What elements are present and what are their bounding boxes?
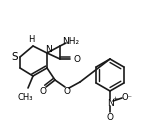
Text: N: N — [107, 99, 113, 107]
Text: O: O — [74, 54, 81, 64]
Text: +: + — [112, 96, 118, 100]
Text: O: O — [64, 88, 71, 97]
Text: H: H — [28, 36, 34, 44]
Text: S: S — [12, 52, 18, 62]
Text: NH₂: NH₂ — [62, 37, 80, 46]
Text: CH₃: CH₃ — [17, 93, 33, 102]
Text: O: O — [107, 113, 114, 122]
Text: O⁻: O⁻ — [121, 92, 133, 101]
Text: N: N — [46, 44, 52, 53]
Text: O: O — [39, 88, 47, 97]
